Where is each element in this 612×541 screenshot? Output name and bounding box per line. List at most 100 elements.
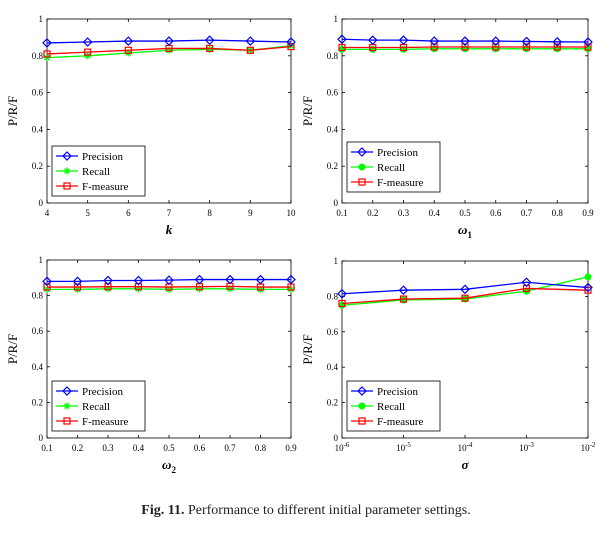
data-point-precision xyxy=(460,36,470,46)
data-point-precision xyxy=(82,37,93,47)
data-point-precision xyxy=(225,274,235,285)
tick-label: 0.3 xyxy=(102,443,114,453)
y-axis-label: P/R/F xyxy=(300,96,315,126)
data-point-precision xyxy=(103,275,113,286)
figure-caption: Fig. 11. Performance to different initia… xyxy=(0,503,612,519)
data-point-f-measure xyxy=(124,46,132,54)
legend-label: Recall xyxy=(82,166,110,178)
y-axis-label: P/R/F xyxy=(5,334,20,364)
data-point-precision xyxy=(583,282,593,293)
series-line-f-measure xyxy=(341,287,589,305)
tick-label: 1 xyxy=(334,256,339,266)
legend-label: Recall xyxy=(82,401,110,413)
tick-label: 0.6 xyxy=(32,88,44,98)
series-line-precision xyxy=(46,39,292,44)
chart-panel-2: 0 0.2 0.4 0.6 0.8 1 0.1 0.2 0.3 0.4 0.5 0.6 0.7 0.8 0.… xyxy=(300,14,594,240)
tick-label: 0.4 xyxy=(32,124,44,134)
tick-label: 10-5 xyxy=(396,441,411,453)
data-point-precision xyxy=(245,36,256,46)
data-point-precision xyxy=(552,36,563,47)
data-point-precision xyxy=(133,275,144,286)
chart-panel-4: 0 0.2 0.4 0.6 0.8 1 10-6 10-5 10-4 10-3 10-2 P/R/F σ… xyxy=(300,256,596,472)
tick-label: 0.8 xyxy=(255,443,267,453)
data-point-precision xyxy=(72,276,83,287)
data-point-precision xyxy=(490,36,501,46)
tick-label: 0.4 xyxy=(32,362,44,372)
legend-marker xyxy=(358,402,366,410)
tick-label: 0.8 xyxy=(327,291,339,301)
data-point-precision xyxy=(42,38,52,48)
data-point-recall xyxy=(165,46,173,54)
data-point-precision xyxy=(255,274,266,285)
tick-label: 0.3 xyxy=(398,208,410,218)
data-point-precision xyxy=(521,277,532,288)
data-point-f-measure xyxy=(338,43,346,52)
tick-label: 1 xyxy=(39,14,44,24)
tick-label: 0.7 xyxy=(521,208,533,218)
tick-label: 0.8 xyxy=(327,51,339,61)
tick-label: 0.9 xyxy=(285,443,297,453)
series-line-precision xyxy=(341,38,589,43)
data-point-precision xyxy=(286,274,296,285)
data-point-f-measure xyxy=(43,283,51,291)
series-line-precision xyxy=(341,281,589,295)
data-point-recall xyxy=(84,52,92,60)
series-line-f-measure xyxy=(342,46,588,49)
series-line-precision xyxy=(47,278,291,283)
tick-label: 0.6 xyxy=(194,443,206,453)
series-line-f-measure xyxy=(46,45,292,55)
data-point-precision xyxy=(521,36,532,47)
data-point-precision xyxy=(337,288,347,299)
legend-marker xyxy=(62,386,72,396)
data-point-precision xyxy=(123,36,134,46)
data-point-precision xyxy=(398,285,409,296)
tick-label: 10-4 xyxy=(458,441,473,453)
data-point-precision xyxy=(164,275,174,285)
data-point-recall xyxy=(135,285,142,293)
data-point-recall xyxy=(257,285,264,293)
data-point-f-measure xyxy=(553,43,561,51)
data-point-f-measure xyxy=(73,283,82,291)
data-point-recall xyxy=(584,273,592,281)
tick-label: 0.6 xyxy=(327,88,339,98)
tick-label: 0 xyxy=(334,433,339,443)
legend: Precision Recall F-measure xyxy=(51,380,146,432)
tick-label: 10 xyxy=(287,208,297,218)
tick-label: 0 xyxy=(39,198,44,208)
legend-marker xyxy=(357,147,367,157)
data-point-f-measure xyxy=(430,43,438,51)
tick-label: 0.6 xyxy=(327,327,339,337)
data-point-f-measure xyxy=(461,43,469,51)
data-point-precision xyxy=(460,284,470,295)
data-point-recall xyxy=(43,285,51,293)
legend-label: Precision xyxy=(82,386,123,398)
series-line-f-measure xyxy=(47,285,291,288)
legend-marker xyxy=(357,386,367,396)
tick-label: 0 xyxy=(334,198,339,208)
tick-label: 0 xyxy=(39,433,44,443)
legend-label: Precision xyxy=(82,151,123,163)
data-point-recall xyxy=(165,285,173,293)
data-point-f-measure xyxy=(287,42,295,51)
tick-label: 0.5 xyxy=(459,208,471,218)
data-point-f-measure xyxy=(338,299,346,308)
tick-label: 4 xyxy=(45,208,50,218)
data-point-f-measure xyxy=(461,294,469,302)
data-point-recall xyxy=(74,285,81,293)
caption-text: Performance to different initial paramet… xyxy=(187,503,471,518)
tick-label: 0.8 xyxy=(552,208,564,218)
tick-label: 0.8 xyxy=(32,51,44,61)
data-point-f-measure xyxy=(84,48,92,56)
data-point-f-measure xyxy=(399,295,408,303)
x-axis-label: ω2 xyxy=(162,457,176,475)
legend-marker xyxy=(358,178,366,186)
tick-label: 6 xyxy=(126,208,131,218)
data-point-recall xyxy=(206,45,214,53)
data-point-f-measure xyxy=(492,43,500,51)
legend-label: Recall xyxy=(377,162,405,174)
data-point-recall xyxy=(287,285,295,293)
chart-panel-1: 0 0.2 0.4 0.6 0.8 1 4 5 6 7 8 9 10 P/R/F k Precision Rec… xyxy=(5,14,296,237)
legend: Precision Recall F-measure xyxy=(51,145,146,197)
tick-label: 0.2 xyxy=(72,443,83,453)
